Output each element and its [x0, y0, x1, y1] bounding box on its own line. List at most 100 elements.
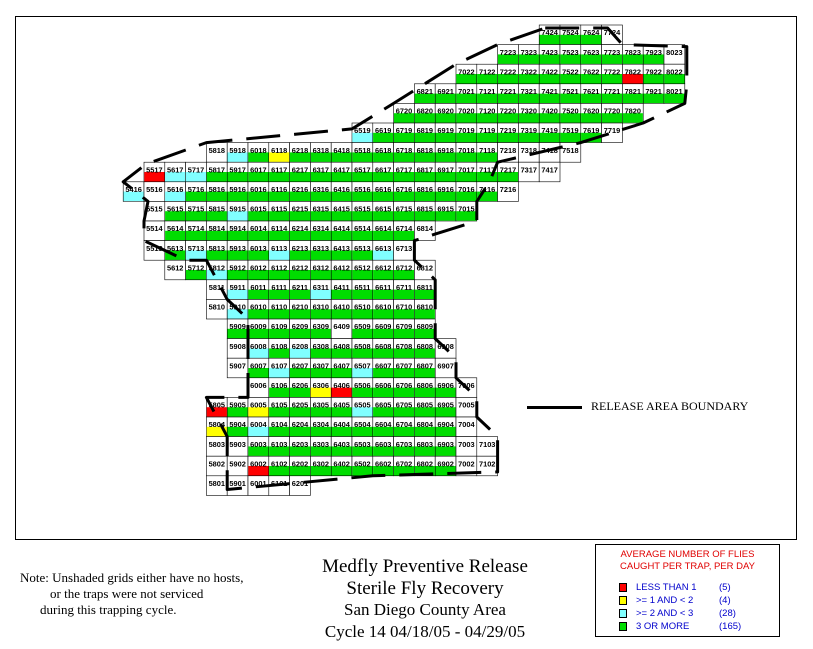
grid-cell-label: 7006 [458, 381, 474, 390]
legend-label: 3 OR MORE [636, 621, 690, 632]
grid-cell: 6303 [310, 436, 332, 457]
grid-cell-label: 6504 [354, 420, 371, 429]
grid-cell-shading [227, 407, 248, 417]
grid-cell-shading [414, 426, 435, 437]
grid-cell-shading [560, 132, 581, 143]
grid-cell: 5916 [226, 181, 249, 202]
grid-cell-label: 5902 [229, 459, 245, 468]
grid-cell: 6413 [330, 240, 353, 261]
grid-cell-shading [414, 191, 435, 202]
grid-cell-label: 6201 [292, 479, 308, 488]
grid-cell-label: 6206 [292, 381, 308, 390]
grid-cell-label: 5905 [229, 401, 245, 410]
grid-cell-shading [310, 152, 331, 162]
grid-cell: 7723 [601, 44, 623, 65]
grid-cell: 7019 [455, 122, 478, 143]
grid-cell: 7323 [518, 44, 540, 65]
grid-cell-label: 6403 [333, 440, 349, 449]
grid-cell-shading [269, 387, 290, 398]
grid-cell: 5717 [185, 161, 207, 183]
grid-cell-shading [352, 387, 373, 398]
grid-cell: 6110 [268, 299, 290, 320]
grid-cell-label: 6302 [313, 459, 329, 468]
grid-cell-shading [393, 270, 415, 280]
grid-cell-shading [581, 34, 602, 45]
grid-cell: 7322 [518, 63, 540, 85]
grid-cell-label: 6012 [250, 263, 266, 272]
grid-cell-label: 6921 [437, 87, 453, 96]
grid-cell-shading [664, 74, 685, 84]
grid-cell: 7423 [538, 44, 561, 65]
grid-cell-label: 6418 [333, 146, 349, 155]
grid-cell-shading [373, 289, 394, 300]
grid-cell: 6214 [289, 220, 311, 241]
grid-cell: 6617 [372, 161, 394, 183]
grid-cell-label: 5803 [209, 440, 225, 449]
grid-cell: 6806 [414, 377, 436, 398]
grid-cell-shading [560, 93, 581, 104]
grid-cell: 6808 [414, 338, 436, 359]
grid-cell-label: 7523 [562, 48, 578, 57]
grid-cell-label: 6113 [271, 244, 287, 253]
grid-cell-label: 6609 [375, 322, 391, 331]
grid-cell-shading [248, 328, 269, 339]
grid-cell: 6411 [330, 279, 353, 300]
grid-cell-shading [518, 132, 539, 143]
grid-cell: 6304 [310, 416, 332, 437]
grid-cell-shading [435, 426, 456, 437]
grid-cell: 5918 [226, 142, 249, 163]
grid-cell-label: 6202 [292, 459, 308, 468]
legend-count: (28) [719, 608, 736, 619]
grid-cell-box [414, 220, 436, 241]
grid-cell-label: 6610 [375, 303, 391, 312]
grid-cell-label: 6511 [354, 283, 370, 292]
grid-cell: 5514 [143, 220, 166, 241]
grid-cell-shading [331, 191, 352, 202]
grid-cell-label: 7422 [541, 67, 557, 76]
grid-cell-label: 6215 [292, 205, 308, 214]
grid-cell-shading [206, 191, 227, 202]
grid-cell: 7823 [622, 44, 644, 65]
grid-cell: 8021 [663, 83, 686, 104]
grid-cell-label: 7118 [479, 146, 495, 155]
grid-cell-shading [373, 368, 394, 378]
grid-cell: 6207 [289, 357, 311, 379]
grid-cell-shading [289, 466, 311, 476]
grid-cell-shading [331, 407, 352, 417]
grid-cell: 6106 [268, 377, 290, 398]
grid-cell-label: 6017 [250, 165, 266, 174]
grid-cell-label: 6318 [313, 146, 329, 155]
grid-cell: 6720 [393, 103, 415, 124]
grid-cell-box [601, 122, 623, 143]
grid-cell: 5803 [206, 436, 228, 457]
grid-cell-label: 7720 [604, 107, 620, 116]
grid-cell-label: 7823 [625, 48, 641, 57]
grid-cell-label: 6807 [417, 361, 433, 370]
grid-cell-label: 6415 [333, 205, 349, 214]
grid-cell-label: 6006 [250, 381, 266, 390]
grid-cell-label: 6708 [396, 342, 412, 351]
grid-cell-label: 6105 [271, 401, 287, 410]
grid-cell: 6204 [289, 416, 311, 437]
grid-cell-shading [227, 328, 248, 339]
grid-cell: 5612 [164, 259, 186, 281]
grid-cell-shading [310, 426, 331, 437]
grid-cell-label: 7521 [562, 87, 578, 96]
grid-cell: 6216 [289, 181, 311, 202]
grid-cell-shading [289, 328, 311, 339]
grid-cell-label: 6106 [271, 381, 287, 390]
grid-cell-shading [310, 368, 331, 378]
grid-cell-label: 6808 [417, 342, 433, 351]
grid-cell-shading [289, 152, 311, 162]
grid-cell-shading [414, 407, 435, 417]
grid-cell-label: 5903 [229, 440, 245, 449]
grid-cell: 6516 [351, 181, 374, 202]
grid-cell-label: 6818 [417, 146, 433, 155]
grid-cell-label: 6816 [417, 185, 433, 194]
grid-cell-label: 6720 [396, 107, 412, 116]
grid-cell: 5802 [206, 455, 228, 477]
grid-cell-label: 6304 [313, 420, 330, 429]
grid-cell-label: 6819 [417, 126, 433, 135]
grid-cell-label: 6715 [396, 205, 412, 214]
grid-cell-label: 6308 [313, 342, 329, 351]
